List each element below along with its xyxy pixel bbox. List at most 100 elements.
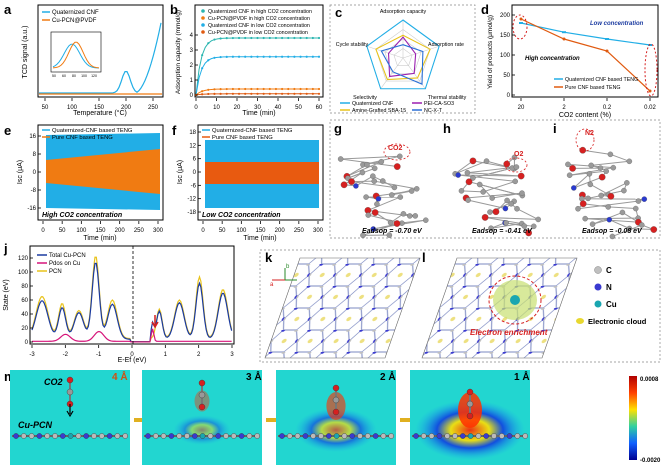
surface-atom [365, 433, 370, 438]
y-tick-label: 0 [507, 93, 511, 99]
x-tick-label: 1 [164, 352, 168, 358]
x-tick-label: 50 [295, 105, 302, 111]
data-point [293, 56, 295, 58]
surface-atom [287, 433, 292, 438]
x-tick-label: 100 [236, 228, 247, 234]
atom [503, 206, 508, 211]
y-tick-label: 100 [18, 270, 29, 276]
data-point [238, 93, 240, 95]
atom [372, 166, 377, 171]
surface-atom [334, 433, 339, 438]
atom [360, 170, 365, 175]
x-tick-label: 50 [59, 228, 66, 234]
y-tick-label: -18 [187, 210, 196, 216]
surface-atom [311, 433, 316, 438]
legend-label: Pure CNF based TENG [212, 135, 273, 141]
data-point [520, 18, 523, 21]
atom [583, 216, 588, 221]
data-point [269, 56, 271, 58]
y-tick-label: 18 [189, 130, 196, 136]
data-point [226, 56, 228, 58]
atom [364, 162, 369, 167]
co2-atom [467, 389, 473, 395]
atom [370, 174, 375, 179]
atom [621, 188, 626, 193]
distance-label: 1 Å [514, 370, 530, 383]
radar-axis-label: Adsorption capacity [380, 9, 427, 15]
surface-atom [342, 433, 347, 438]
co2-atom [199, 404, 205, 410]
molecule-label: O2 [514, 151, 523, 158]
data-point [207, 93, 209, 95]
surface-atom [357, 433, 362, 438]
atom [567, 173, 572, 178]
legend-label: Cu-PCN@PVDF [52, 18, 97, 24]
data-point [250, 88, 252, 90]
radar-axis-label: Adsorption rate [428, 42, 464, 48]
atom [598, 165, 603, 170]
legend-label: Pure CNF based TENG [52, 135, 113, 141]
atom [536, 217, 541, 222]
surface-atom [350, 433, 355, 438]
panels-kl: k l b a Electron enrichment C N Cu Elect… [260, 250, 660, 362]
x-axis-label: Time (min) [243, 235, 276, 242]
surface-atom [231, 433, 236, 438]
x-tick-label: 200 [115, 228, 126, 234]
x-tick-label: 0.02 [644, 105, 656, 111]
inset-tick-label: 100 [81, 74, 87, 78]
x-axis-label: Time (min) [242, 110, 275, 117]
annotation: Low concentration [590, 21, 644, 27]
legend-label: Quaternized CNF [52, 10, 99, 16]
data-point [238, 56, 240, 58]
y-tick-label: 80 [21, 284, 28, 290]
data-point [238, 37, 240, 39]
axis-a-label: a [270, 282, 274, 288]
atom [481, 189, 486, 194]
panels-ghi: g h i CO2 O2 N2 Eadsop = -0.70 eV Eadsop… [330, 120, 660, 239]
data-point [207, 59, 209, 61]
x-tick-label: 2 [197, 352, 201, 358]
x-tick-label: -2 [63, 352, 69, 358]
data-point [306, 37, 308, 39]
surface-atom [452, 433, 457, 438]
data-point [220, 93, 222, 95]
atom [642, 197, 647, 202]
data-point [306, 56, 308, 58]
y-tick-label: 16 [29, 134, 36, 140]
surface-atom [295, 433, 300, 438]
data-point [263, 56, 265, 58]
atom [459, 188, 464, 193]
atom [565, 162, 570, 167]
atom [513, 179, 518, 184]
x-axis-label: Time (min) [83, 235, 116, 242]
surface-atom [115, 433, 120, 438]
atom [398, 194, 403, 199]
bond [608, 207, 636, 209]
atom [624, 180, 629, 185]
atom [348, 178, 354, 184]
atom [580, 147, 586, 153]
data-point [563, 38, 566, 41]
legend-label: Quaternized CNF in low CO2 concentration [208, 23, 310, 29]
b-series [195, 37, 320, 96]
legend-label: Cu-PCN@PVDF in high CO2 concentration [208, 16, 310, 22]
co2-atom [333, 409, 339, 415]
legend-label: N [606, 283, 612, 292]
data-point [649, 90, 652, 93]
atom [465, 198, 470, 203]
plot-frame [512, 5, 658, 97]
atom [509, 201, 514, 206]
surface-atom [21, 433, 26, 438]
y-tick-label: 8 [33, 152, 37, 158]
y-tick-label: 60 [21, 298, 28, 304]
radar-axis-label: Cycle stability [336, 42, 369, 48]
atom [388, 220, 393, 225]
bond [574, 177, 602, 188]
atom [470, 158, 476, 164]
x-tick-label: 0 [41, 228, 45, 234]
surface-atom [216, 433, 221, 438]
atom [484, 158, 489, 163]
bond [517, 209, 538, 220]
